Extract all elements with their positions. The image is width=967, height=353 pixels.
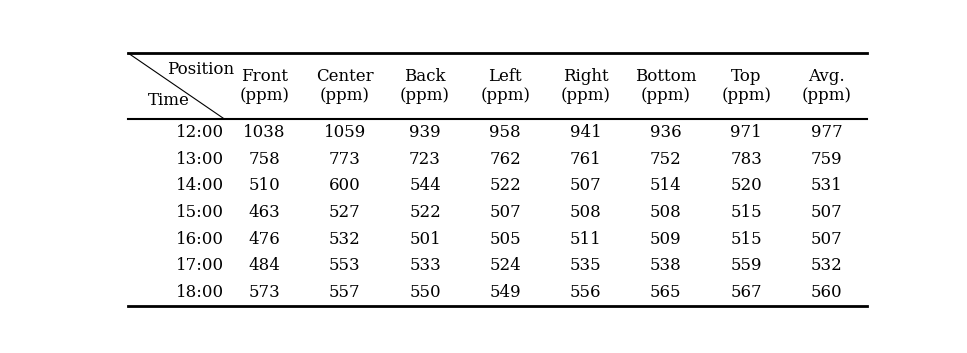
Text: 538: 538 bbox=[650, 257, 682, 274]
Text: 752: 752 bbox=[650, 150, 682, 168]
Text: 550: 550 bbox=[409, 284, 441, 301]
Text: 560: 560 bbox=[810, 284, 842, 301]
Text: 533: 533 bbox=[409, 257, 441, 274]
Text: 971: 971 bbox=[730, 124, 762, 141]
Text: 507: 507 bbox=[570, 177, 601, 194]
Text: 535: 535 bbox=[570, 257, 601, 274]
Text: 507: 507 bbox=[489, 204, 521, 221]
Text: 549: 549 bbox=[489, 284, 521, 301]
Text: 941: 941 bbox=[570, 124, 601, 141]
Text: 758: 758 bbox=[249, 150, 280, 168]
Text: 15:00: 15:00 bbox=[176, 204, 224, 221]
Text: Right
(ppm): Right (ppm) bbox=[561, 68, 610, 104]
Text: Front
(ppm): Front (ppm) bbox=[240, 68, 289, 104]
Text: 723: 723 bbox=[409, 150, 441, 168]
Text: Left
(ppm): Left (ppm) bbox=[481, 68, 530, 104]
Text: 559: 559 bbox=[730, 257, 762, 274]
Text: 1059: 1059 bbox=[324, 124, 366, 141]
Text: Top
(ppm): Top (ppm) bbox=[721, 68, 771, 104]
Text: 532: 532 bbox=[810, 257, 842, 274]
Text: 520: 520 bbox=[730, 177, 762, 194]
Text: Center
(ppm): Center (ppm) bbox=[316, 68, 373, 104]
Text: 484: 484 bbox=[249, 257, 280, 274]
Text: 13:00: 13:00 bbox=[176, 150, 224, 168]
Text: 977: 977 bbox=[810, 124, 842, 141]
Text: 773: 773 bbox=[329, 150, 361, 168]
Text: 524: 524 bbox=[489, 257, 521, 274]
Text: 1038: 1038 bbox=[244, 124, 285, 141]
Text: 759: 759 bbox=[810, 150, 842, 168]
Text: 501: 501 bbox=[409, 231, 441, 248]
Text: 508: 508 bbox=[570, 204, 601, 221]
Text: 14:00: 14:00 bbox=[176, 177, 224, 194]
Text: 522: 522 bbox=[409, 204, 441, 221]
Text: 936: 936 bbox=[650, 124, 682, 141]
Text: 553: 553 bbox=[329, 257, 361, 274]
Text: 556: 556 bbox=[570, 284, 601, 301]
Text: Position: Position bbox=[166, 61, 234, 78]
Text: 762: 762 bbox=[489, 150, 521, 168]
Text: 16:00: 16:00 bbox=[176, 231, 224, 248]
Text: 508: 508 bbox=[650, 204, 682, 221]
Text: Time: Time bbox=[148, 92, 190, 109]
Text: 522: 522 bbox=[489, 177, 521, 194]
Text: 557: 557 bbox=[329, 284, 361, 301]
Text: 761: 761 bbox=[570, 150, 601, 168]
Text: Back
(ppm): Back (ppm) bbox=[400, 68, 450, 104]
Text: 532: 532 bbox=[329, 231, 361, 248]
Text: 600: 600 bbox=[329, 177, 361, 194]
Text: 527: 527 bbox=[329, 204, 361, 221]
Text: 476: 476 bbox=[249, 231, 280, 248]
Text: 463: 463 bbox=[249, 204, 280, 221]
Text: 17:00: 17:00 bbox=[176, 257, 224, 274]
Text: 505: 505 bbox=[489, 231, 521, 248]
Text: 507: 507 bbox=[810, 231, 842, 248]
Text: 18:00: 18:00 bbox=[176, 284, 224, 301]
Text: 573: 573 bbox=[249, 284, 280, 301]
Text: 507: 507 bbox=[810, 204, 842, 221]
Text: 509: 509 bbox=[650, 231, 682, 248]
Text: 544: 544 bbox=[409, 177, 441, 194]
Text: 12:00: 12:00 bbox=[176, 124, 224, 141]
Text: 510: 510 bbox=[249, 177, 280, 194]
Text: 565: 565 bbox=[650, 284, 682, 301]
Text: 939: 939 bbox=[409, 124, 441, 141]
Text: 958: 958 bbox=[489, 124, 521, 141]
Text: Avg.
(ppm): Avg. (ppm) bbox=[802, 68, 851, 104]
Text: 515: 515 bbox=[730, 231, 762, 248]
Text: 783: 783 bbox=[730, 150, 762, 168]
Text: 531: 531 bbox=[810, 177, 842, 194]
Text: 515: 515 bbox=[730, 204, 762, 221]
Text: 514: 514 bbox=[650, 177, 682, 194]
Text: Bottom
(ppm): Bottom (ppm) bbox=[635, 68, 696, 104]
Text: 567: 567 bbox=[730, 284, 762, 301]
Text: 511: 511 bbox=[570, 231, 601, 248]
